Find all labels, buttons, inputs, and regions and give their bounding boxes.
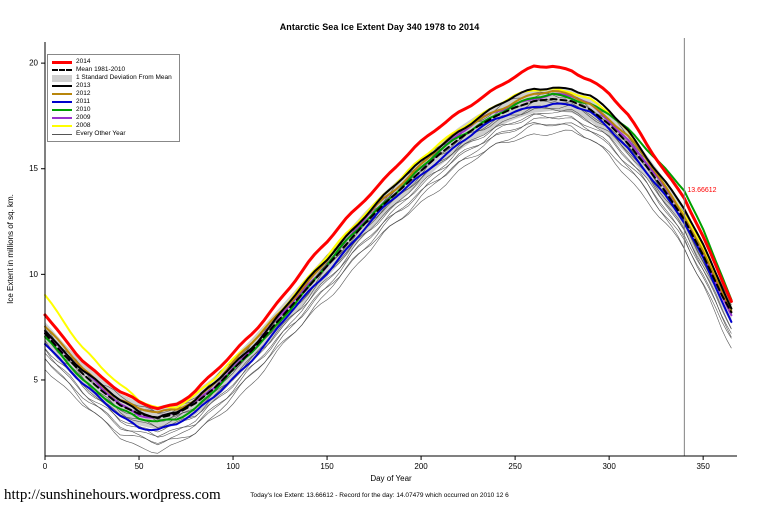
legend-item: Every Other Year	[52, 130, 172, 138]
footer-status-text: Today's Ice Extent: 13.66612 - Record fo…	[250, 492, 509, 499]
y-tick-label: 20	[29, 59, 38, 68]
legend-label: 2008	[76, 122, 91, 129]
x-tick-label: 100	[226, 462, 240, 471]
legend-item: 2010	[52, 106, 172, 114]
legend-line-sample-band	[52, 74, 72, 82]
legend-item: 2012	[52, 90, 172, 98]
x-tick-label: 350	[696, 462, 710, 471]
x-axis-title: Day of Year	[370, 474, 412, 483]
legend-item: 2008	[52, 122, 172, 130]
legend-label: 2010	[76, 106, 91, 113]
x-tick-label: 250	[508, 462, 522, 471]
legend-label: Every Other Year	[76, 130, 126, 137]
legend-label: 2013	[76, 82, 91, 89]
series-line-2012	[44, 90, 733, 414]
legend: 2014 Mean 1981-2010 1 Standard Deviation F…	[47, 54, 180, 142]
other-year-line	[44, 108, 732, 433]
chart-title: Antarctic Sea Ice Extent Day 340 1978 to…	[279, 22, 480, 32]
legend-item: 2009	[52, 114, 172, 122]
legend-label: Mean 1981-2010	[76, 66, 126, 73]
current-extent-annotation: 13.66612	[687, 187, 716, 194]
other-year-line	[44, 122, 732, 446]
y-tick-label: 15	[29, 164, 38, 173]
x-tick-label: 150	[320, 462, 334, 471]
y-tick-label: 10	[29, 270, 38, 279]
legend-label: 2014	[76, 58, 91, 65]
legend-item: 2014	[52, 58, 172, 66]
other-year-line	[44, 123, 732, 444]
legend-item: Mean 1981-2010	[52, 66, 172, 74]
site-url-link[interactable]: http://sunshinehours.wordpress.com	[4, 487, 221, 503]
legend-line-sample-thin	[52, 133, 72, 135]
legend-item: 2013	[52, 82, 172, 90]
series-line-2014	[43, 64, 733, 411]
y-tick-label: 5	[34, 375, 39, 384]
x-tick-label: 200	[414, 462, 428, 471]
legend-line-sample-line	[52, 85, 72, 87]
x-tick-label: 300	[602, 462, 616, 471]
series-line-mean-1981-2010	[44, 98, 733, 419]
x-tick-label: 50	[135, 462, 144, 471]
series-line-2011	[44, 102, 733, 432]
legend-line-sample-line	[52, 109, 72, 111]
legend-label: 2011	[76, 98, 90, 105]
legend-line-sample-line	[52, 125, 72, 127]
legend-line-sample-line	[52, 117, 72, 119]
legend-label: 2012	[76, 90, 91, 97]
other-year-line	[44, 98, 732, 420]
legend-line-sample-thick	[52, 60, 72, 64]
legend-item: 2011	[52, 98, 172, 106]
legend-line-sample-dash	[52, 69, 72, 71]
legend-label: 1 Standard Deviation From Mean	[76, 74, 172, 81]
other-year-line	[44, 113, 732, 438]
other-year-line	[44, 115, 732, 437]
x-tick-label: 0	[43, 462, 48, 471]
legend-line-sample-line	[52, 101, 72, 103]
y-axis-title: Ice Extent in millions of sq. km.	[6, 194, 15, 304]
legend-line-sample-line	[52, 93, 72, 95]
legend-item: 1 Standard Deviation From Mean	[52, 74, 172, 82]
legend-label: 2009	[76, 114, 91, 121]
